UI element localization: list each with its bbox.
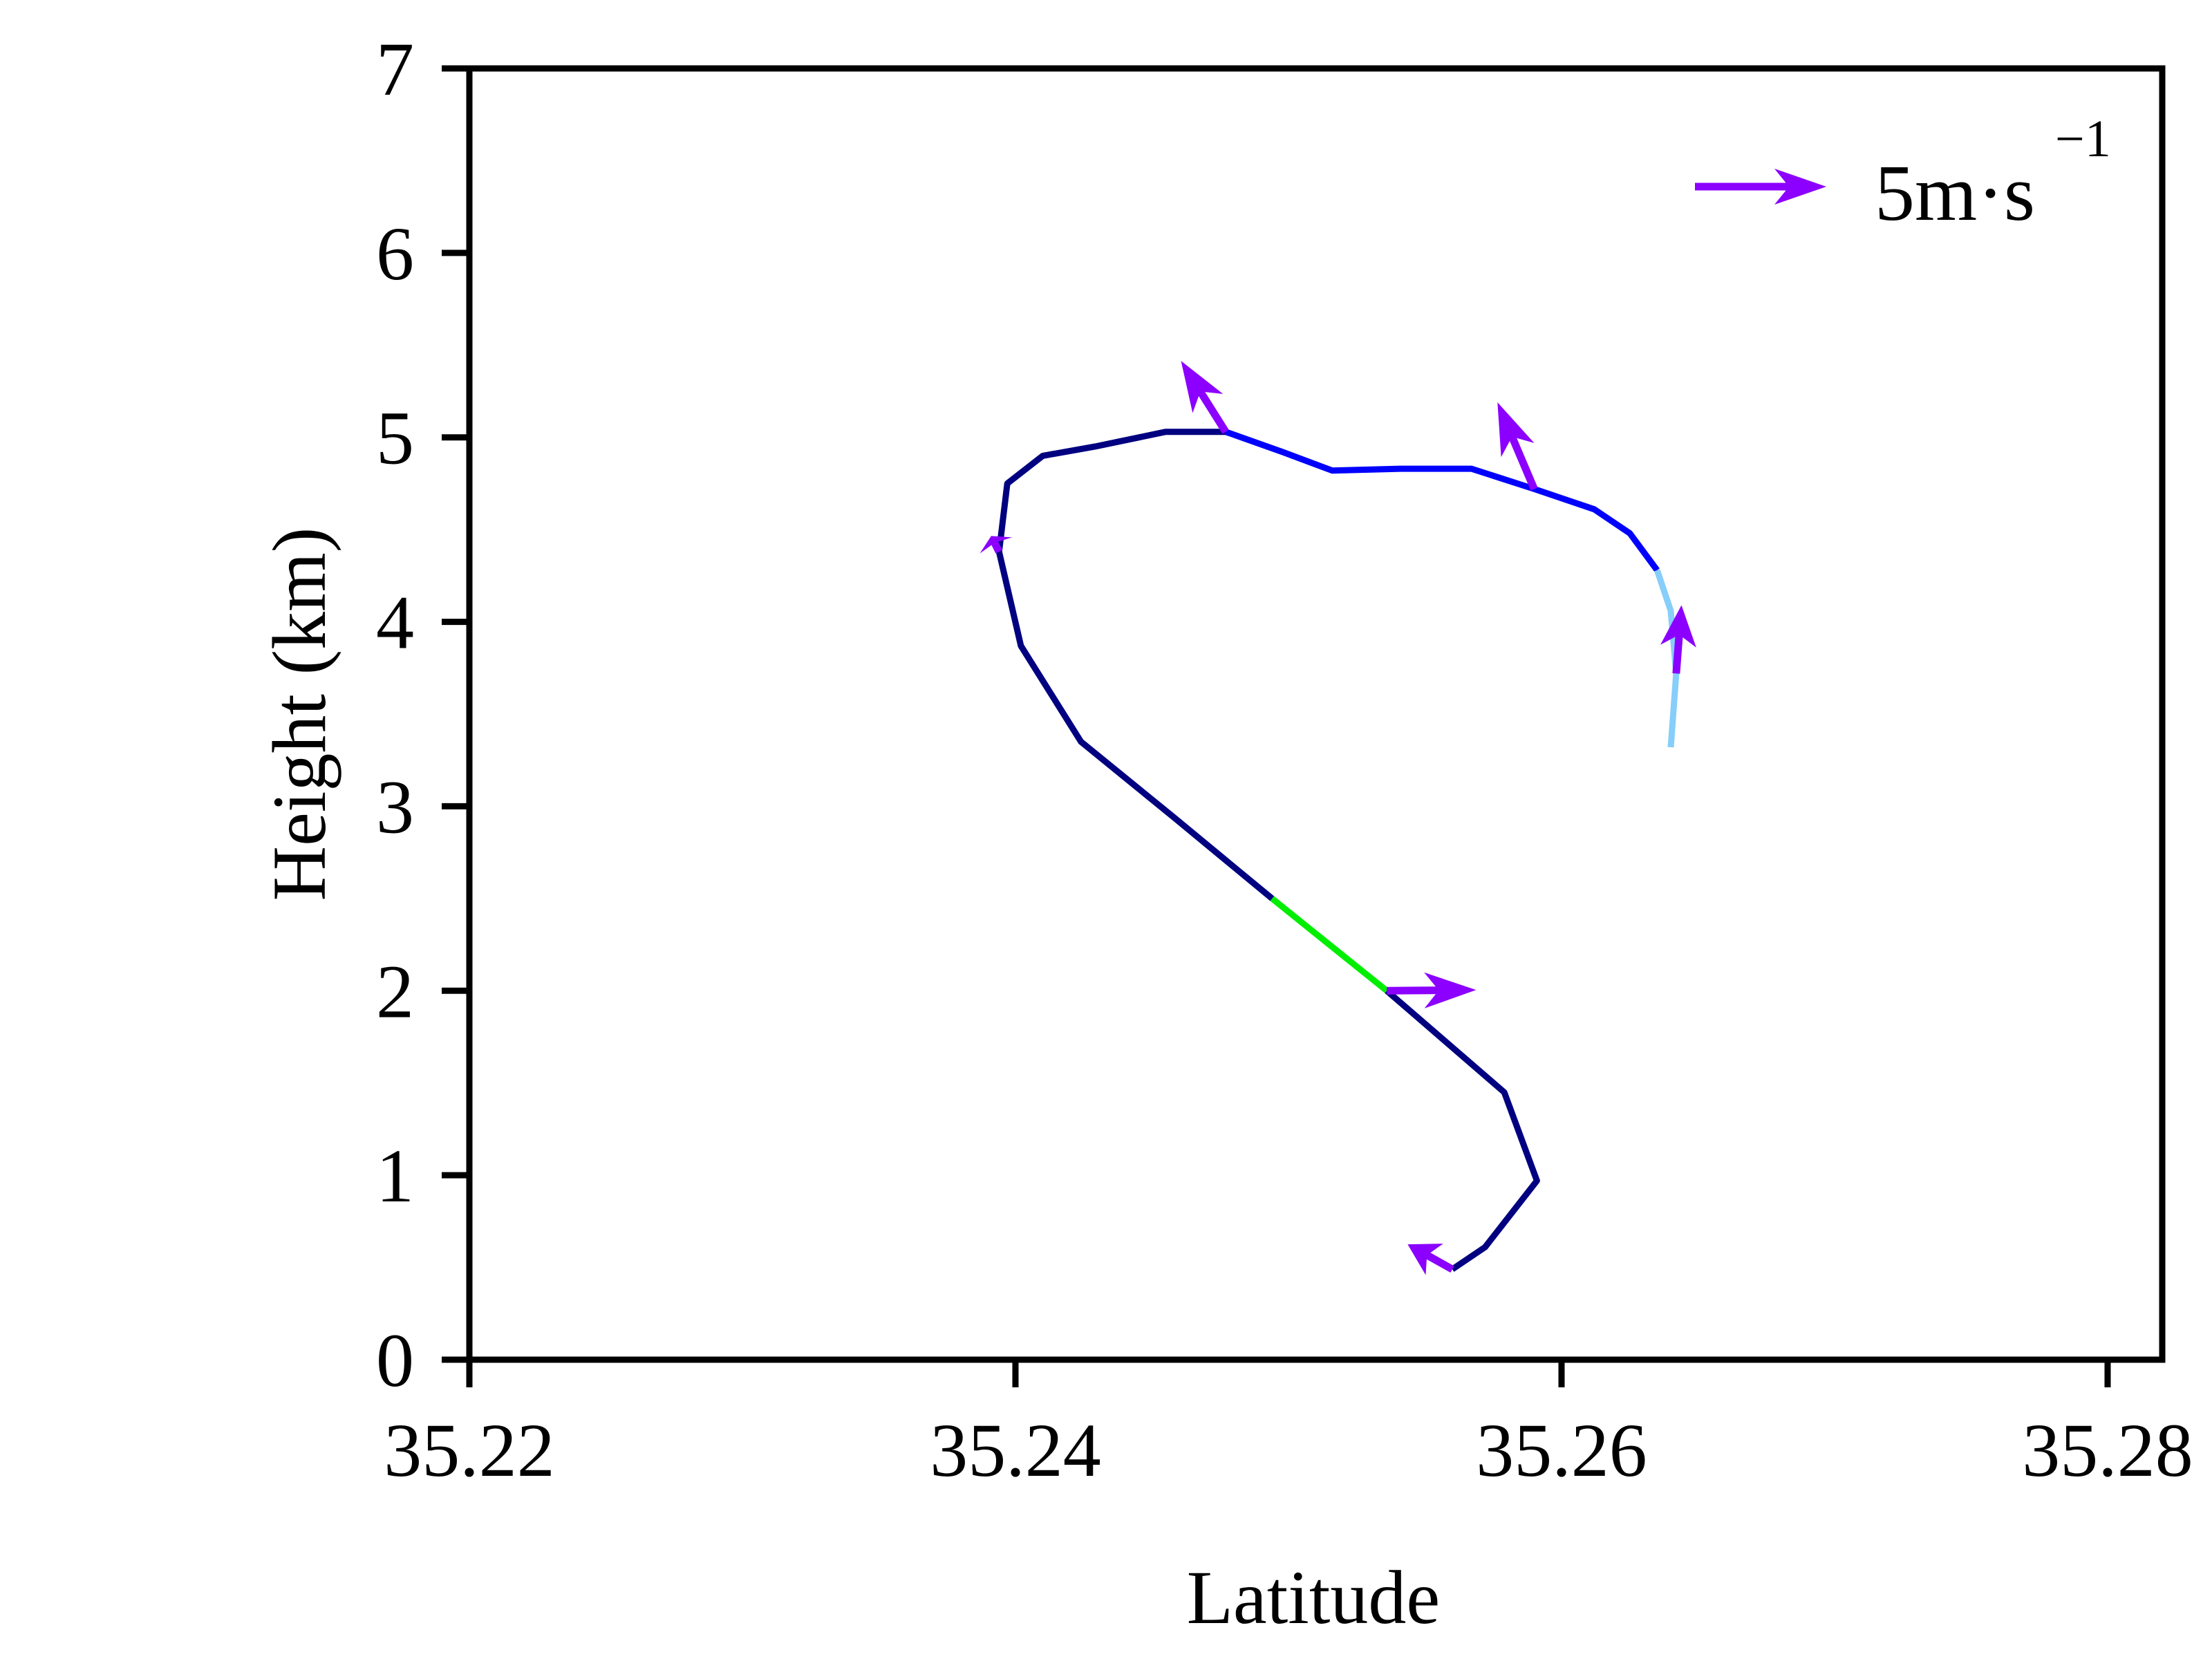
plot-frame xyxy=(466,65,2166,1363)
x-axis-ticks: 35.22 35.24 35.26 35.28 xyxy=(384,1360,2193,1492)
legend: 5m·s −1 xyxy=(1695,110,2111,238)
y-tick-label: 0 xyxy=(376,1318,414,1403)
x-tick-label: 35.26 xyxy=(1476,1408,1647,1492)
x-tick-label: 35.28 xyxy=(2022,1408,2193,1492)
wind-vector-1-shaft xyxy=(1425,1251,1454,1273)
wind-vector-5 xyxy=(1497,402,1538,491)
legend-arrow-head xyxy=(1774,169,1826,205)
legend-arrow xyxy=(1695,169,1826,205)
trajectory-segment-3 xyxy=(995,429,1275,901)
y-axis-title: Height (km) xyxy=(257,527,341,901)
trajectory-segment-1 xyxy=(1385,988,1540,1272)
y-tick-label: 2 xyxy=(376,949,414,1033)
legend-label: 5m·s −1 xyxy=(1875,110,2111,238)
wind-vector-4-head xyxy=(1181,361,1224,413)
trajectory-segment-2 xyxy=(1270,896,1389,993)
wind-vector-4 xyxy=(1181,361,1229,434)
wind-vector-2 xyxy=(1387,972,1477,1009)
trajectory-segment-5 xyxy=(1654,569,1680,748)
y-axis-ticks: 0 1 2 3 4 5 6 7 xyxy=(376,27,469,1403)
legend-unit-superscript: −1 xyxy=(2055,110,2111,168)
wind-vector-6-shaft xyxy=(1672,634,1683,674)
legend-reference-arrow xyxy=(1695,169,1826,205)
wind-vector-3 xyxy=(980,536,1012,554)
wind-vector-1 xyxy=(1407,1244,1454,1275)
y-tick-label: 5 xyxy=(376,396,414,480)
wind-vector-2-head xyxy=(1424,972,1477,1009)
wind-vector-4-shaft xyxy=(1197,389,1229,434)
y-tick-label: 3 xyxy=(376,765,414,849)
x-tick-label: 35.24 xyxy=(930,1408,1101,1492)
y-tick-label: 1 xyxy=(376,1134,414,1218)
wind-vector-5-head xyxy=(1497,402,1535,458)
wind-vector-3-shaft xyxy=(991,541,1003,554)
y-tick-label: 7 xyxy=(376,27,414,111)
legend-unit: 5m·s xyxy=(1875,149,2035,238)
y-tick-label: 6 xyxy=(376,212,414,296)
trajectory-segment-4 xyxy=(1224,429,1660,572)
wind-vector-5-shaft xyxy=(1508,435,1538,491)
wind-vector-6 xyxy=(1660,605,1696,674)
x-axis-title: Latitude xyxy=(1187,1555,1441,1640)
y-tick-label: 4 xyxy=(376,581,414,665)
wind-vector-1-head xyxy=(1407,1244,1443,1275)
wind-vector-layer xyxy=(980,361,1696,1275)
series-layer xyxy=(995,429,1680,1272)
x-tick-label: 35.22 xyxy=(384,1408,555,1492)
wind-vector-6-head xyxy=(1660,605,1696,648)
wind-vector-3-head xyxy=(980,536,1012,554)
